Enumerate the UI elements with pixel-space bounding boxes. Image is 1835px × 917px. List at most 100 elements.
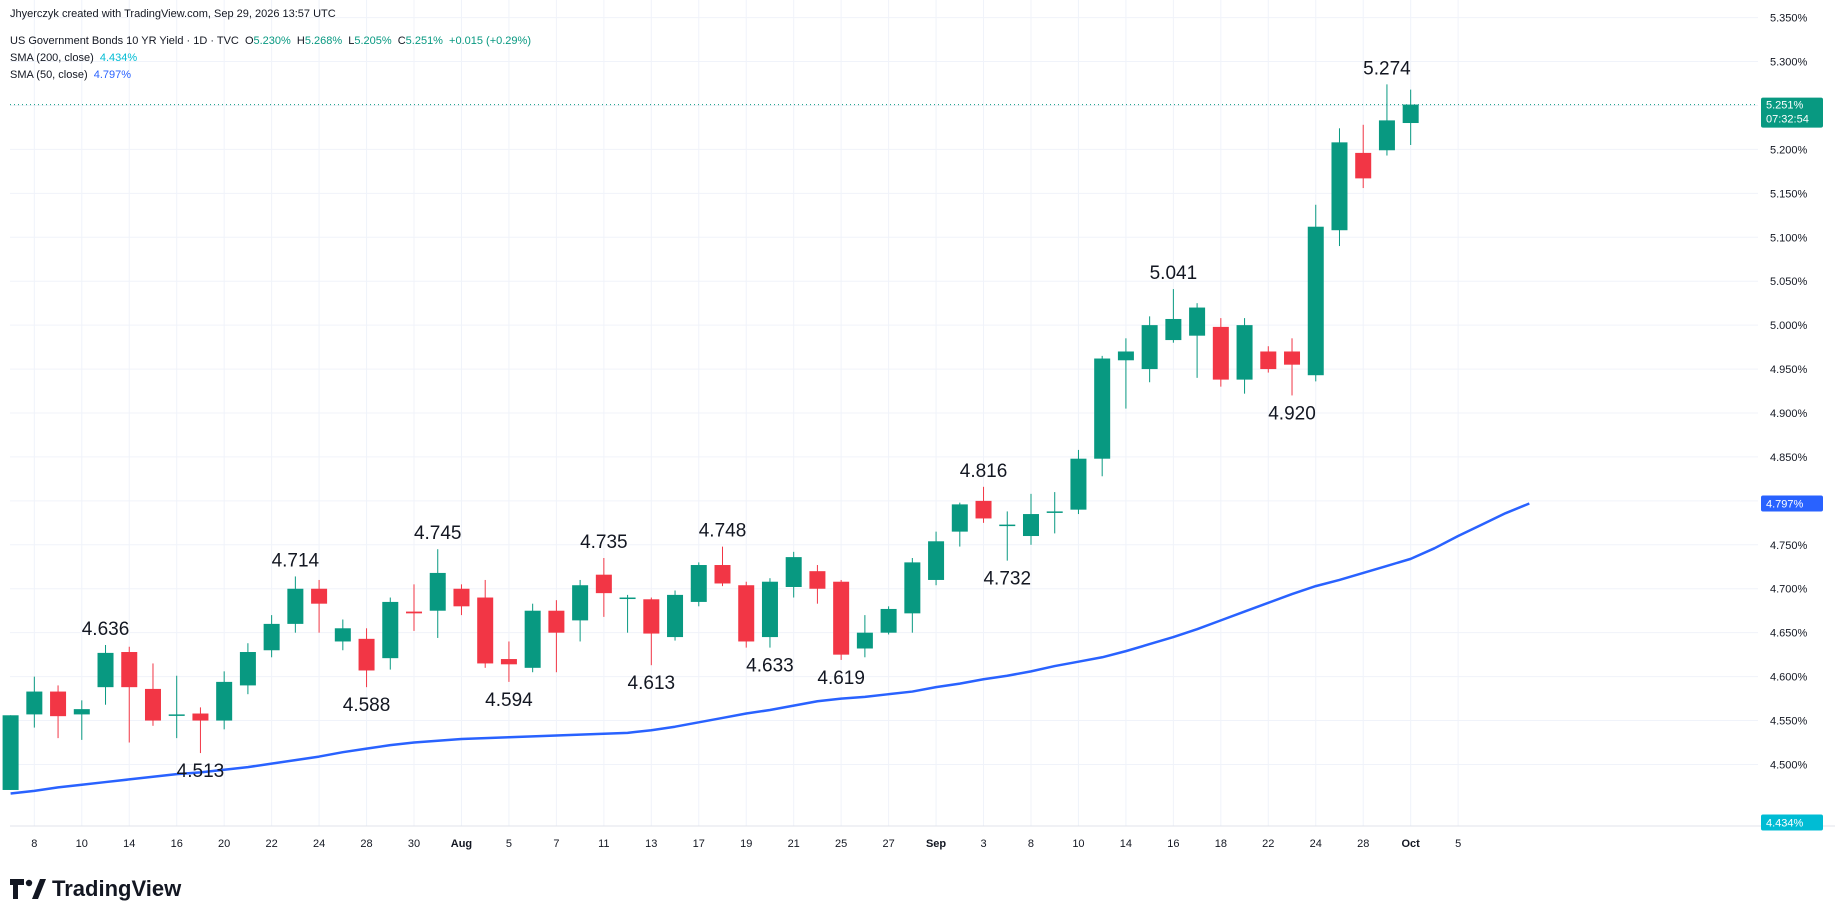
price-tick-label: 4.550% [1770,716,1808,728]
candle [1307,204,1324,382]
candle [951,502,968,547]
candle [904,557,921,633]
sma200-value: 4.434% [99,52,138,64]
time-tick-label: 20 [218,838,230,850]
last-price-tag [1761,97,1823,128]
time-tick-label: 18 [1215,838,1227,850]
sma200-tag-value: 4.434% [1766,817,1804,829]
tradingview-wordmark: TradingView [52,876,182,901]
value-annotation: 4.920 [1268,403,1316,424]
value-annotation: 5.041 [1150,263,1198,284]
price-tick-label: 5.150% [1770,188,1808,200]
sma200-legend[interactable]: SMA (200, close) 4.434% [10,52,140,64]
candle [287,576,304,633]
candle [928,531,945,586]
candle [1331,128,1348,247]
candle-body [1378,120,1395,151]
time-tick-label: Sep [926,838,946,850]
candle-body [595,574,612,594]
time-tick-label: 28 [360,838,372,850]
candle [1260,346,1277,373]
candle-body [690,565,707,602]
candle [477,579,494,668]
candle [809,565,826,604]
price-tick-label: 5.350% [1770,13,1808,25]
candle-body [263,623,280,651]
candle-body [951,504,968,532]
price-tick-label: 4.700% [1770,584,1808,596]
candle-body [1165,318,1182,341]
candle-body [928,541,945,580]
candle [406,584,423,631]
candle-body [453,588,470,607]
candle [1117,338,1134,409]
symbol-legend[interactable]: US Government Bonds 10 YR Yield · 1D · T… [10,35,534,47]
candle-body [1117,351,1134,361]
candle [453,584,470,616]
candle [1141,316,1158,383]
time-tick-label: 7 [553,838,559,850]
candle-body [643,599,660,634]
candle [26,676,43,728]
candle-body [1094,358,1111,459]
candle [524,603,541,673]
candle [1212,318,1229,387]
last-price-value: 5.251% [1766,100,1804,112]
price-tick-label: 5.300% [1770,57,1808,69]
candle [761,578,778,648]
candle-body [667,594,684,638]
price-tick-label: 5.200% [1770,144,1808,156]
sma50-legend[interactable]: SMA (50, close) 4.797% [10,69,134,81]
candle-body [1284,351,1301,365]
time-tick-label: 22 [266,838,278,850]
candle-body [880,608,897,633]
time-tick-label: 8 [31,838,37,850]
sma-lines [10,502,1530,795]
price-axis[interactable]: 4.500%4.550%4.600%4.650%4.700%4.750%4.80… [1770,13,1808,772]
value-annotation: 4.613 [628,673,676,694]
time-tick-label: 25 [835,838,847,850]
candle-body [382,601,399,659]
value-annotation: 4.714 [272,550,320,571]
low-label: L [348,35,355,47]
candle [382,597,399,670]
candle [97,644,114,705]
annotations: 4.636 4.513 4.714 4.588 4.745 4.594 4.735 4.613… [82,58,1411,782]
candle-body [833,581,850,655]
price-tick-label: 4.600% [1770,672,1808,684]
sma50-tag-value: 4.797% [1766,499,1804,511]
candle-body [500,659,517,665]
tradingview-mark-icon [10,879,46,899]
candle-body [121,652,138,688]
candle-body [429,572,446,611]
candle-body [50,691,67,717]
candle [73,700,90,740]
sma200-label: SMA (200, close) [10,52,94,64]
sma50-line [10,502,1530,795]
price-tick-label: 4.850% [1770,452,1808,464]
candle-body [97,652,114,688]
candle-body [1307,226,1324,376]
price-tick-label: 4.750% [1770,540,1808,552]
sma50-price-tag [1761,495,1823,512]
symbol-title: US Government Bonds 10 YR Yield · 1D · T… [10,35,239,47]
candle-body [477,597,494,664]
time-axis[interactable]: 8 10 14 16 20 22 24 28 30 Aug 5 7 11 13 17 19 21 25 27 Sep 3… [10,825,1835,850]
candle-body [144,688,161,721]
time-tick-label: 27 [882,838,894,850]
price-tick-label: 4.650% [1770,628,1808,640]
candle-body [311,588,328,604]
candle-body [1260,351,1277,370]
high-label: H [296,35,305,47]
candle-body [1070,458,1087,510]
time-tick-label: 8 [1028,838,1034,850]
tradingview-logo[interactable]: TradingView [10,876,181,902]
candle-body [1212,326,1229,380]
candle-body [1141,325,1158,370]
candle-body [738,585,755,642]
candle-body [216,681,233,721]
candle-body [761,581,778,638]
candle [1046,492,1063,534]
candle-body [572,585,589,621]
